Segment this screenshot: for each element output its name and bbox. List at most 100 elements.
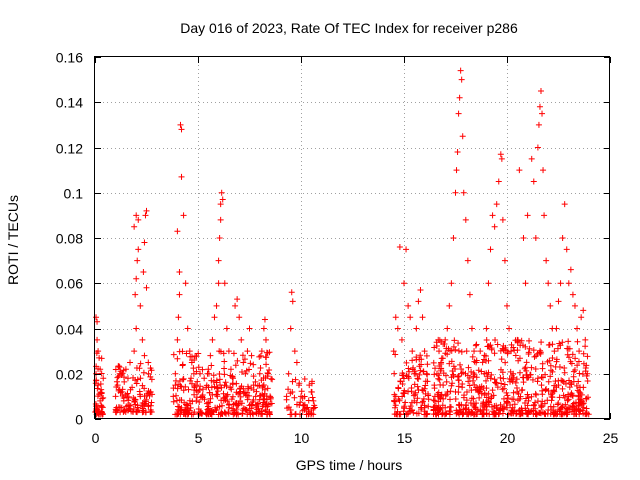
data-point [479,359,486,366]
data-point [562,401,569,408]
data-point [582,336,589,343]
data-point [483,385,490,392]
data-point [561,364,568,371]
data-point [546,357,553,364]
data-point [245,392,252,399]
data-point [240,359,247,366]
data-point [545,406,552,413]
data-point [489,212,496,219]
data-point [254,401,261,408]
data-point [242,406,249,413]
data-point [230,401,237,408]
data-point [449,368,456,375]
data-point [238,369,245,375]
data-point [530,407,537,414]
data-point [203,384,210,391]
data-point [233,399,240,406]
data-point [143,207,150,214]
data-point [516,411,523,418]
data-point [511,347,518,354]
data-point [481,370,488,377]
data-point [391,398,398,405]
data-point [559,385,566,392]
data-point [182,280,189,287]
data-point [455,383,462,390]
data-point [133,212,140,219]
data-point [140,369,147,376]
data-point [538,404,545,411]
data-point [214,385,221,392]
data-point [262,336,269,343]
data-point [519,342,526,349]
data-point [195,364,202,371]
data-point [137,360,144,367]
data-point [184,402,191,409]
data-point [440,340,447,347]
y-tick-label: 0.04 [56,322,83,338]
data-point [134,409,141,416]
data-point [309,394,316,401]
y-tick-label: 0.06 [56,276,83,292]
data-point [582,343,589,350]
data-point [571,367,578,374]
data-point [295,382,302,389]
data-point [213,391,220,398]
data-point [500,406,507,413]
data-point [504,404,510,411]
data-point [172,377,179,384]
data-point [199,366,206,373]
y-tick-label: 0.02 [56,367,83,383]
data-point [242,370,249,377]
data-point [448,374,455,381]
y-tick-label: 0.08 [56,231,83,247]
data-point [491,223,498,230]
data-point [436,376,443,383]
data-point [141,385,148,392]
data-point [115,373,122,380]
data-point [298,393,304,400]
data-point [398,336,405,343]
data-point [262,408,269,415]
data-point [551,348,558,355]
data-point [248,405,255,412]
data-point [237,385,244,392]
data-point [177,121,184,128]
data-point [205,366,212,373]
data-point [124,390,131,397]
data-point [176,348,183,355]
data-point [239,410,246,417]
data-point [528,393,535,400]
data-point [539,360,546,367]
data-point [505,411,512,418]
data-point [455,377,462,384]
data-point [455,347,462,354]
data-point [142,212,149,219]
data-point [288,289,295,296]
data-point [216,376,223,383]
data-point [406,368,413,375]
data-point [552,363,559,370]
data-point [481,390,488,397]
data-point [456,407,463,414]
data-point [179,376,186,383]
data-point [190,365,197,372]
data-point [421,348,428,355]
data-point [410,392,417,399]
data-point [458,365,465,372]
data-point [403,359,410,366]
data-point [574,362,581,369]
data-point [199,386,206,393]
data-point [485,390,492,397]
data-point [559,339,566,346]
data-point [225,404,232,411]
data-point [542,387,549,394]
data-point [174,336,181,343]
data-point [538,339,545,346]
data-point [180,387,187,394]
data-point [120,397,127,404]
data-point [580,307,587,314]
data-point [255,408,262,415]
data-point [576,388,583,395]
data-point [96,391,103,398]
data-point [115,387,122,394]
